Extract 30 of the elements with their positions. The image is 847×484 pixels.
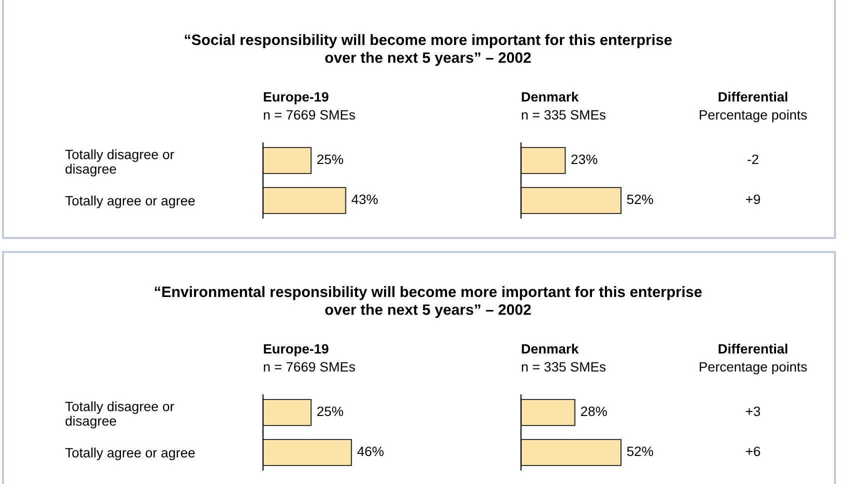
data-label: 23% — [571, 154, 598, 164]
data-label: 52% — [627, 446, 654, 456]
text: n = 7669 SMEs — [264, 110, 356, 120]
text: Percentage points — [700, 110, 807, 122]
chart-subtitle: Denmark — [522, 92, 579, 102]
text: Differential — [718, 344, 788, 354]
text: n = 335 SMEs — [522, 362, 606, 372]
data-label: +6 — [746, 446, 760, 456]
data-label: 28% — [581, 406, 607, 416]
y-tick-label: Totally agree or agree — [65, 448, 195, 460]
y-tick-label: Totally disagree or disagree — [65, 149, 174, 176]
data-label: 25% — [317, 154, 344, 164]
data-label: 25% — [317, 406, 344, 416]
chart-subtitle: Denmark — [522, 344, 579, 354]
data-label: +3 — [746, 406, 760, 416]
chart-subtitle: Europe-19 — [264, 92, 328, 104]
y-tick-label: Totally disagree or disagree — [65, 401, 174, 428]
text: Percentage points — [700, 362, 807, 374]
text: n = 335 SMEs — [522, 110, 606, 120]
data-label: 46% — [357, 446, 384, 456]
data-label: -2 — [748, 154, 758, 164]
text: Differential — [718, 92, 788, 102]
data-label: +9 — [746, 194, 760, 204]
text: n = 7669 SMEs — [264, 362, 356, 372]
data-label: 52% — [627, 194, 654, 204]
text: “Environmental responsibility will become more important for this enterprise over the next 5 years” – 2002 — [154, 286, 702, 318]
chart-subtitle: Europe-19 — [264, 344, 328, 356]
y-tick-label: Totally agree or agree — [65, 196, 195, 208]
data-label: 43% — [352, 194, 378, 204]
text: “Social responsibility will become more important for this enterprise over the next 5 years” – 2002 — [184, 34, 672, 66]
